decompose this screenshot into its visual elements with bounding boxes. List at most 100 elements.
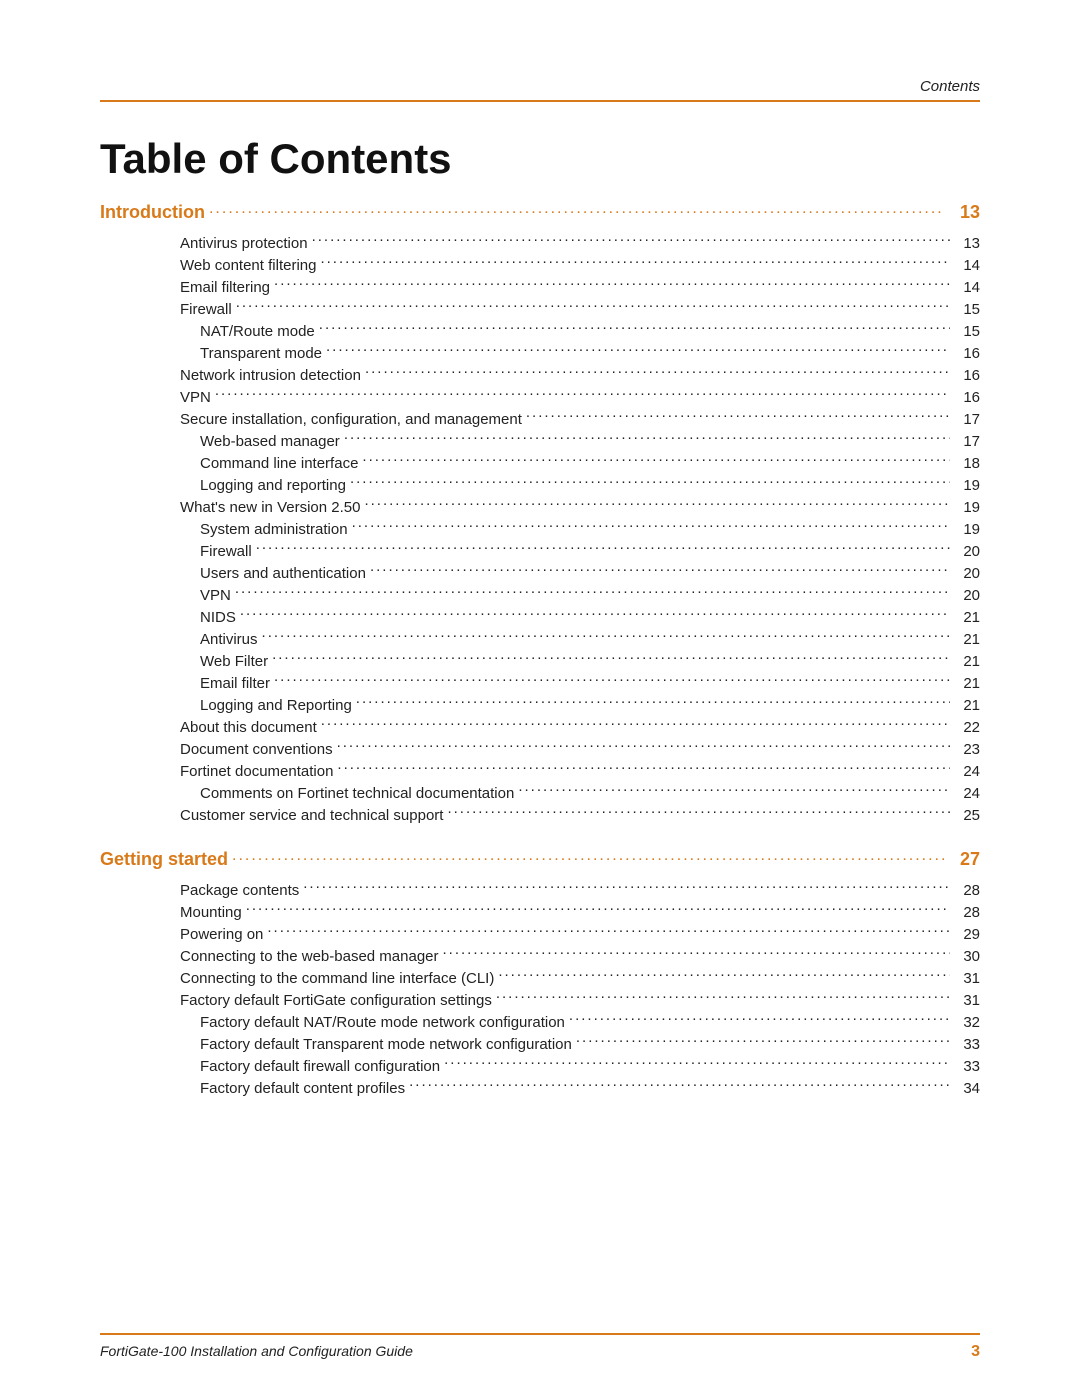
toc-section-label: Introduction bbox=[100, 202, 209, 223]
toc-entry[interactable]: Logging and Reporting21 bbox=[100, 695, 980, 717]
toc-entry[interactable]: Users and authentication20 bbox=[100, 563, 980, 585]
toc-leader-dots bbox=[274, 673, 950, 688]
toc-entry[interactable]: Fortinet documentation24 bbox=[100, 761, 980, 783]
toc-entry[interactable]: Package contents28 bbox=[100, 880, 980, 902]
toc-entry-label: Logging and reporting bbox=[200, 475, 350, 497]
toc-leader-dots bbox=[362, 453, 950, 468]
toc-leader-dots bbox=[370, 563, 950, 578]
toc-leader-dots bbox=[569, 1012, 950, 1027]
toc-entry[interactable]: Web Filter21 bbox=[100, 651, 980, 673]
toc-entry[interactable]: Connecting to the command line interface… bbox=[100, 968, 980, 990]
toc-entry[interactable]: Command line interface18 bbox=[100, 453, 980, 475]
toc-entry[interactable]: Powering on29 bbox=[100, 924, 980, 946]
toc-entry-label: Factory default content profiles bbox=[200, 1078, 409, 1100]
toc-entry-page: 21 bbox=[950, 673, 980, 695]
toc-entry-label: NAT/Route mode bbox=[200, 321, 319, 343]
toc-leader-dots bbox=[576, 1034, 950, 1049]
toc-entry-page: 18 bbox=[950, 453, 980, 475]
toc-entry[interactable]: Firewall15 bbox=[100, 299, 980, 321]
toc-leader-dots bbox=[236, 299, 950, 314]
toc-entry-page: 19 bbox=[950, 497, 980, 519]
toc-entry[interactable]: Factory default content profiles34 bbox=[100, 1078, 980, 1100]
toc-entry-page: 29 bbox=[950, 924, 980, 946]
footer-page-number: 3 bbox=[971, 1343, 980, 1361]
toc-leader-dots bbox=[409, 1078, 950, 1093]
toc-leader-dots bbox=[246, 902, 950, 917]
toc-entry[interactable]: Factory default firewall configuration33 bbox=[100, 1056, 980, 1078]
toc-section-entries: Package contents28Mounting28Powering on2… bbox=[100, 880, 980, 1100]
toc-entry[interactable]: Antivirus21 bbox=[100, 629, 980, 651]
toc-leader-dots bbox=[447, 805, 950, 820]
toc-entry[interactable]: Factory default NAT/Route mode network c… bbox=[100, 1012, 980, 1034]
toc-leader-dots bbox=[256, 541, 950, 556]
toc-entry[interactable]: What's new in Version 2.50 19 bbox=[100, 497, 980, 519]
toc-entry-label: Network intrusion detection bbox=[180, 365, 365, 387]
toc-entry[interactable]: Firewall20 bbox=[100, 541, 980, 563]
toc-entry-page: 17 bbox=[950, 431, 980, 453]
toc-leader-dots bbox=[274, 277, 950, 292]
toc-entry[interactable]: Email filtering14 bbox=[100, 277, 980, 299]
toc-entry-label: What's new in Version 2.50 bbox=[180, 497, 364, 519]
toc-entry-page: 20 bbox=[950, 563, 980, 585]
toc-entry-page: 16 bbox=[950, 343, 980, 365]
toc-entry[interactable]: Document conventions23 bbox=[100, 739, 980, 761]
toc-entry[interactable]: NAT/Route mode15 bbox=[100, 321, 980, 343]
toc-entry-page: 16 bbox=[950, 387, 980, 409]
toc-entry-page: 20 bbox=[950, 541, 980, 563]
toc-entry[interactable]: Factory default FortiGate configuration … bbox=[100, 990, 980, 1012]
toc-entry-page: 13 bbox=[950, 233, 980, 255]
toc-entry-label: Antivirus protection bbox=[180, 233, 312, 255]
toc-entry[interactable]: Logging and reporting19 bbox=[100, 475, 980, 497]
toc-entry-label: Customer service and technical support bbox=[180, 805, 447, 827]
toc-entry-label: Factory default FortiGate configuration … bbox=[180, 990, 496, 1012]
toc-entry[interactable]: NIDS21 bbox=[100, 607, 980, 629]
toc-section-heading[interactable]: Introduction13 bbox=[100, 202, 980, 223]
page-footer: FortiGate-100 Installation and Configura… bbox=[100, 1343, 980, 1361]
toc-leader-dots bbox=[319, 321, 950, 336]
toc-entry-page: 31 bbox=[950, 968, 980, 990]
toc-entry-label: Factory default firewall configuration bbox=[200, 1056, 444, 1078]
toc-entry[interactable]: System administration19 bbox=[100, 519, 980, 541]
toc-entry[interactable]: Customer service and technical support25 bbox=[100, 805, 980, 827]
toc-entry[interactable]: VPN20 bbox=[100, 585, 980, 607]
toc-entry-page: 24 bbox=[950, 783, 980, 805]
toc-entry[interactable]: Email filter 21 bbox=[100, 673, 980, 695]
toc-entry[interactable]: About this document22 bbox=[100, 717, 980, 739]
toc-entry-label: NIDS bbox=[200, 607, 240, 629]
toc-entry[interactable]: Factory default Transparent mode network… bbox=[100, 1034, 980, 1056]
toc-leader-dots bbox=[443, 946, 950, 961]
toc-entry[interactable]: Comments on Fortinet technical documenta… bbox=[100, 783, 980, 805]
toc-leader-dots bbox=[337, 761, 950, 776]
toc-entry-label: Logging and Reporting bbox=[200, 695, 356, 717]
toc-entry-label: Transparent mode bbox=[200, 343, 326, 365]
toc-entry[interactable]: Web-based manager17 bbox=[100, 431, 980, 453]
toc-leader-dots bbox=[350, 475, 950, 490]
toc-entry[interactable]: Connecting to the web-based manager30 bbox=[100, 946, 980, 968]
document-page: Contents Table of Contents Introduction1… bbox=[0, 0, 1080, 1397]
toc-section-label: Getting started bbox=[100, 849, 232, 870]
toc-entry[interactable]: Antivirus protection 13 bbox=[100, 233, 980, 255]
toc-section-heading[interactable]: Getting started 27 bbox=[100, 849, 980, 870]
toc-entry-label: Factory default Transparent mode network… bbox=[200, 1034, 576, 1056]
toc-entry[interactable]: Secure installation, configuration, and … bbox=[100, 409, 980, 431]
toc-entry-label: Document conventions bbox=[180, 739, 337, 761]
toc-entry[interactable]: Web content filtering14 bbox=[100, 255, 980, 277]
header-section-name: Contents bbox=[920, 78, 980, 95]
toc-entry[interactable]: Transparent mode 16 bbox=[100, 343, 980, 365]
toc-leader-dots bbox=[364, 497, 950, 512]
toc-entry[interactable]: Mounting28 bbox=[100, 902, 980, 924]
toc-entry-label: Secure installation, configuration, and … bbox=[180, 409, 526, 431]
toc-leader-dots bbox=[326, 343, 950, 358]
toc-section-page: 27 bbox=[944, 849, 980, 870]
toc-entry-label: Email filter bbox=[200, 673, 274, 695]
toc-leader-dots bbox=[303, 880, 950, 895]
toc-entry-label: Antivirus bbox=[200, 629, 262, 651]
toc-entry-page: 30 bbox=[950, 946, 980, 968]
toc-entry-label: Email filtering bbox=[180, 277, 274, 299]
toc-entry-page: 16 bbox=[950, 365, 980, 387]
toc-leader-dots bbox=[235, 585, 950, 600]
toc-leader-dots bbox=[365, 365, 950, 380]
toc-entry-label: Firewall bbox=[180, 299, 236, 321]
toc-entry[interactable]: Network intrusion detection 16 bbox=[100, 365, 980, 387]
toc-entry[interactable]: VPN16 bbox=[100, 387, 980, 409]
